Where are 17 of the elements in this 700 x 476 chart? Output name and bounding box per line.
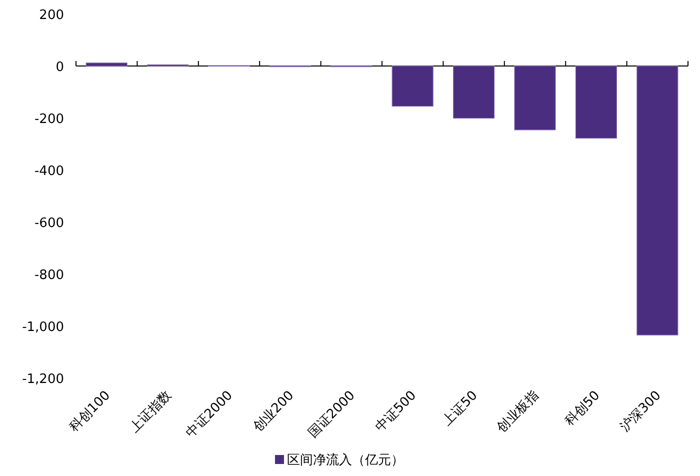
legend: 区间净流入（亿元） bbox=[275, 453, 404, 468]
x-tick-label: 上证50 bbox=[440, 388, 481, 429]
y-tick-label: -600 bbox=[34, 216, 64, 231]
y-tick-label: -1,000 bbox=[22, 320, 64, 335]
x-tick-label: 创业200 bbox=[250, 388, 298, 435]
y-tick-label: -1,200 bbox=[22, 372, 64, 387]
x-tick-label: 科创50 bbox=[562, 388, 604, 429]
x-tick-label: 沪深300 bbox=[616, 388, 664, 435]
y-tick-label: 200 bbox=[39, 8, 64, 23]
y-tick-label: 0 bbox=[56, 60, 64, 75]
x-tick-label: 中证500 bbox=[372, 388, 420, 435]
x-tick-label: 科创100 bbox=[66, 388, 114, 435]
x-tick-label: 上证指数 bbox=[127, 388, 175, 436]
y-tick-label: -800 bbox=[34, 268, 64, 283]
y-tick-label: -400 bbox=[34, 164, 64, 179]
x-tick-label: 创业板指 bbox=[494, 388, 542, 436]
y-tick-label: -200 bbox=[34, 112, 64, 127]
